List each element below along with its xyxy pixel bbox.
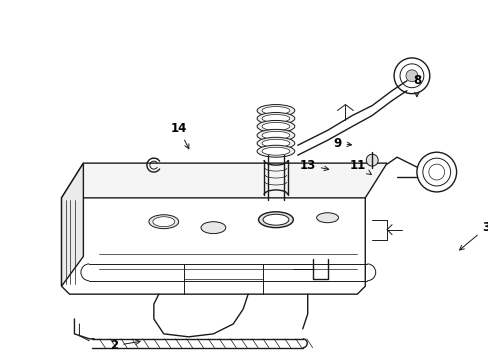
Circle shape bbox=[366, 154, 377, 166]
Text: 3: 3 bbox=[459, 221, 488, 250]
Circle shape bbox=[393, 58, 429, 94]
Ellipse shape bbox=[263, 214, 288, 225]
Text: 9: 9 bbox=[333, 137, 351, 150]
Text: 2: 2 bbox=[110, 339, 140, 352]
Ellipse shape bbox=[262, 122, 289, 130]
Text: 1: 1 bbox=[0, 359, 1, 360]
Ellipse shape bbox=[316, 213, 338, 223]
Ellipse shape bbox=[257, 113, 294, 125]
Text: 8: 8 bbox=[412, 74, 420, 97]
Text: 5: 5 bbox=[0, 359, 1, 360]
Text: 4: 4 bbox=[0, 359, 1, 360]
Ellipse shape bbox=[262, 131, 289, 139]
Ellipse shape bbox=[257, 137, 294, 149]
Text: 6: 6 bbox=[0, 359, 1, 360]
Text: 7: 7 bbox=[0, 359, 1, 360]
Ellipse shape bbox=[262, 147, 289, 155]
Ellipse shape bbox=[257, 104, 294, 117]
Text: 10: 10 bbox=[0, 359, 1, 360]
Polygon shape bbox=[61, 163, 83, 286]
Ellipse shape bbox=[148, 215, 178, 229]
Ellipse shape bbox=[262, 114, 289, 122]
Ellipse shape bbox=[153, 217, 174, 227]
Polygon shape bbox=[61, 163, 386, 198]
Ellipse shape bbox=[257, 121, 294, 132]
Ellipse shape bbox=[257, 145, 294, 157]
Ellipse shape bbox=[257, 129, 294, 141]
Ellipse shape bbox=[258, 212, 293, 228]
Circle shape bbox=[416, 152, 456, 192]
Ellipse shape bbox=[201, 222, 225, 234]
Text: 14: 14 bbox=[170, 122, 188, 149]
Polygon shape bbox=[61, 190, 365, 294]
Ellipse shape bbox=[262, 107, 289, 114]
Circle shape bbox=[405, 70, 417, 82]
Text: 12: 12 bbox=[0, 359, 1, 360]
Ellipse shape bbox=[262, 139, 289, 147]
Text: 11: 11 bbox=[348, 159, 370, 175]
Text: 13: 13 bbox=[299, 159, 328, 172]
